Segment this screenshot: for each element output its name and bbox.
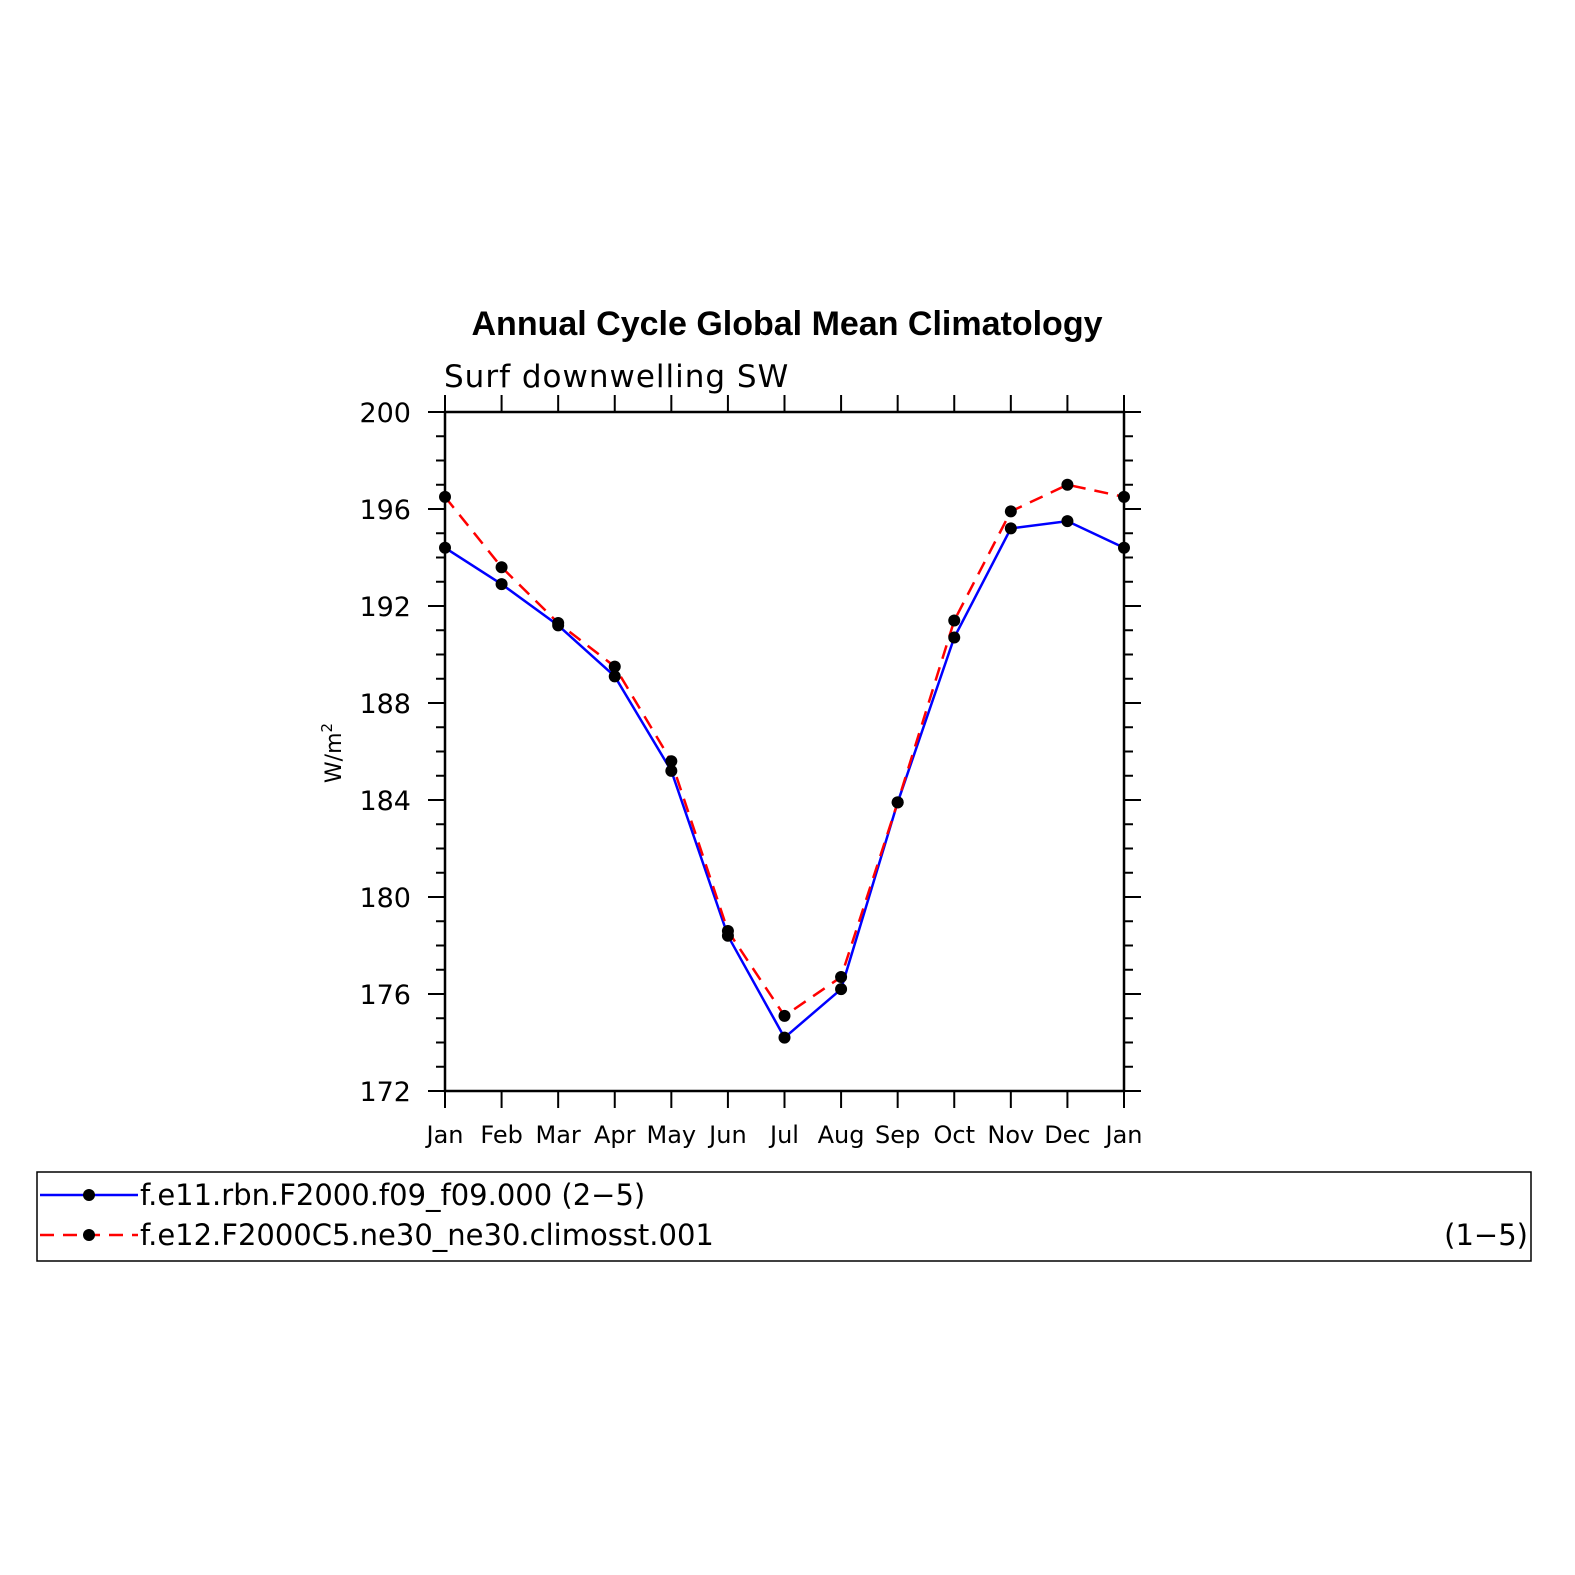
x-tick-label: Apr bbox=[594, 1121, 636, 1149]
x-tick-label: Jan bbox=[1104, 1121, 1143, 1149]
series-2-point bbox=[495, 561, 508, 574]
series-2-point bbox=[835, 971, 848, 984]
series-2-point bbox=[439, 490, 451, 503]
series-2-point bbox=[1061, 478, 1074, 491]
series-2-point bbox=[891, 796, 904, 809]
x-tick-label: Mar bbox=[536, 1121, 581, 1149]
series-2-point bbox=[608, 660, 621, 673]
chart-subtitle: Surf downwelling SW bbox=[444, 359, 789, 395]
series-1-point bbox=[835, 983, 848, 996]
series-1-point bbox=[948, 631, 961, 644]
x-tick-label: Dec bbox=[1044, 1121, 1090, 1149]
series-2-point bbox=[778, 1009, 791, 1022]
legend-box bbox=[36, 1171, 1532, 1262]
x-tick-label: Feb bbox=[480, 1121, 523, 1149]
series-layer bbox=[439, 478, 1130, 1044]
y-tick-label: 192 bbox=[359, 592, 411, 623]
x-tick-label: Nov bbox=[987, 1121, 1034, 1149]
series-line-2 bbox=[444, 483, 1125, 1018]
x-tick-label: Aug bbox=[818, 1121, 865, 1149]
y-tick-label: 176 bbox=[359, 980, 411, 1011]
y-tick-label: 200 bbox=[359, 398, 411, 429]
legend-marker-1 bbox=[83, 1189, 95, 1201]
series-2-point bbox=[1004, 505, 1017, 518]
series-2-point bbox=[1118, 490, 1130, 503]
series-1-point bbox=[608, 670, 621, 683]
axes: 172 176 180 184 188 192 196 200 Jan Feb Mar Apr May J… bbox=[359, 395, 1143, 1149]
y-tick-label: 172 bbox=[359, 1077, 411, 1108]
legend-suffix-2: (1−5) bbox=[1444, 1218, 1528, 1252]
series-1-point bbox=[1004, 522, 1017, 535]
y-axis-label-superscript: 2 bbox=[318, 723, 336, 733]
x-tick-label: Sep bbox=[875, 1121, 920, 1149]
legend: f.e11.rbn.F2000.f09_f09.000 (2−5) f.e12.F… bbox=[36, 1171, 1532, 1262]
y-axis-label: W/m2 bbox=[318, 723, 347, 783]
x-tick-label: Jun bbox=[707, 1121, 747, 1149]
series-1-point bbox=[1118, 541, 1130, 554]
x-tick-label: Jul bbox=[768, 1121, 799, 1149]
series-line-1 bbox=[444, 519, 1125, 1040]
y-tick-label: 188 bbox=[359, 689, 411, 720]
series-2-point bbox=[665, 755, 678, 768]
series-2-point bbox=[948, 614, 961, 627]
series-2-point bbox=[552, 616, 565, 629]
x-tick-label: Oct bbox=[934, 1121, 976, 1149]
series-1-point bbox=[665, 764, 678, 777]
x-tick-label: Jan bbox=[425, 1121, 464, 1149]
series-1-point bbox=[778, 1031, 791, 1044]
series-1-point bbox=[495, 578, 508, 591]
series-2-point bbox=[721, 924, 734, 937]
y-tick-label: 180 bbox=[359, 883, 411, 914]
y-tick-label: 196 bbox=[359, 495, 411, 526]
plot-frame bbox=[443, 410, 1126, 1093]
series-1-point bbox=[1061, 515, 1074, 528]
series-1-point bbox=[439, 541, 451, 554]
legend-marker-2 bbox=[83, 1229, 95, 1241]
legend-label-1: f.e11.rbn.F2000.f09_f09.000 (2−5) bbox=[140, 1178, 645, 1212]
y-tick-label: 184 bbox=[359, 786, 411, 817]
legend-label-2: f.e12.F2000C5.ne30_ne30.climosst.001 bbox=[140, 1218, 714, 1252]
x-tick-label: May bbox=[647, 1121, 697, 1149]
chart-title: Annual Cycle Global Mean Climatology bbox=[472, 305, 1103, 343]
y-axis-label-text: W/m bbox=[322, 732, 347, 783]
